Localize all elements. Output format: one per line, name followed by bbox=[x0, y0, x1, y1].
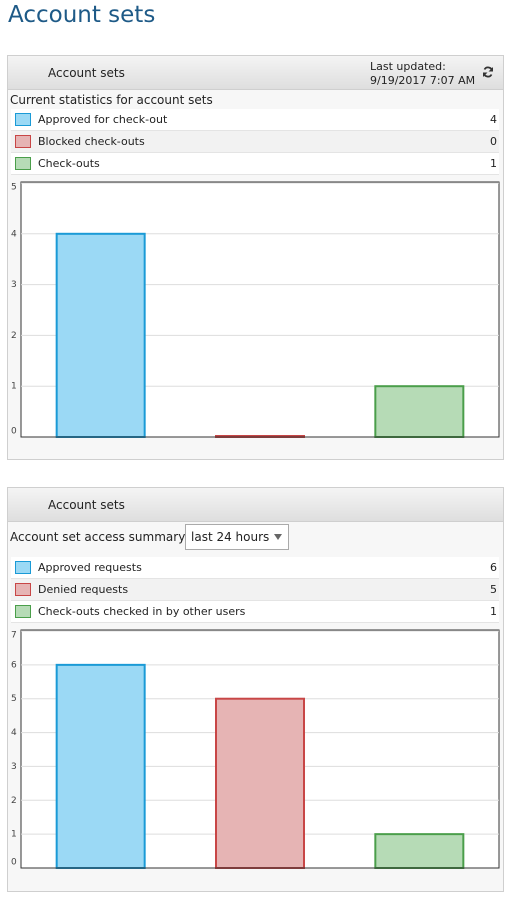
legend-swatch bbox=[15, 135, 31, 148]
legend-value: 4 bbox=[490, 113, 497, 126]
legend-label: Blocked check-outs bbox=[38, 135, 145, 148]
legend-item: Approved for check-out 4 bbox=[11, 109, 499, 131]
legend-value: 1 bbox=[490, 157, 497, 170]
filter-value: last 24 hours bbox=[191, 530, 270, 544]
y-tick-label: 4 bbox=[11, 229, 17, 239]
bar bbox=[374, 833, 465, 869]
dropdown-arrow bbox=[274, 534, 282, 540]
bar bbox=[374, 385, 465, 438]
legend-value: 6 bbox=[490, 561, 497, 574]
legend-item: Blocked check-outs 0 bbox=[11, 131, 499, 153]
bar bbox=[55, 663, 146, 869]
y-tick-label: 2 bbox=[11, 331, 17, 341]
y-tick-label: 7 bbox=[11, 631, 17, 641]
last-updated-label: Last updated: bbox=[370, 60, 446, 73]
legend-label: Approved requests bbox=[38, 561, 142, 574]
bar bbox=[55, 232, 146, 438]
page-title: Account sets bbox=[8, 2, 156, 28]
y-tick-label: 3 bbox=[11, 280, 17, 290]
y-tick-label: 4 bbox=[11, 728, 17, 738]
y-tick-label: 0 bbox=[11, 427, 17, 437]
legend: Approved requests 6 Denied requests 5 Check-… bbox=[11, 557, 499, 623]
legend-label: Check-outs bbox=[38, 157, 100, 170]
refresh-icon[interactable] bbox=[482, 66, 494, 78]
filter-select[interactable]: last 24 hours bbox=[185, 524, 289, 550]
legend-value: 1 bbox=[490, 605, 497, 618]
legend-swatch bbox=[15, 113, 31, 126]
bar bbox=[215, 697, 305, 870]
y-tick-label: 3 bbox=[11, 762, 17, 772]
legend-label: Denied requests bbox=[38, 583, 129, 596]
panel: Account sets Account set access summary:… bbox=[7, 487, 504, 892]
panel-header: Account sets bbox=[8, 488, 503, 522]
legend-item: Check-outs checked in by other users 1 bbox=[11, 601, 499, 623]
panel: Account sets Last updated: 9/19/2017 7:0… bbox=[7, 55, 504, 460]
subtitle: Current statistics for account sets bbox=[10, 93, 213, 107]
y-tick-label: 1 bbox=[11, 382, 17, 392]
legend-label: Check-outs checked in by other users bbox=[38, 605, 246, 618]
panel-title: Account sets bbox=[48, 498, 125, 512]
legend-value: 5 bbox=[490, 583, 497, 596]
legend: Approved for check-out 4 Blocked check-out… bbox=[11, 109, 499, 175]
last-updated: 9/19/2017 7:07 AM bbox=[370, 74, 476, 87]
legend-item: Check-outs 1 bbox=[11, 153, 499, 175]
y-tick-label: 5 bbox=[11, 183, 17, 193]
y-tick-label: 5 bbox=[11, 694, 17, 704]
chart: 0 1 2 3 4 5 6 7 bbox=[11, 629, 500, 870]
y-tick-label: 1 bbox=[11, 830, 17, 840]
legend-swatch bbox=[15, 605, 31, 618]
y-tick-label: 0 bbox=[11, 858, 17, 868]
y-tick-label: 2 bbox=[11, 796, 17, 806]
filter-label: Account set access summary: bbox=[10, 530, 189, 544]
legend-item: Denied requests 5 bbox=[11, 579, 499, 601]
legend-value: 0 bbox=[490, 135, 497, 148]
legend-item: Approved requests 6 bbox=[11, 557, 499, 579]
legend-label: Approved for check-out bbox=[38, 113, 168, 126]
legend-swatch bbox=[15, 157, 31, 170]
panel-title: Account sets bbox=[48, 66, 125, 80]
legend-swatch bbox=[15, 583, 31, 596]
panel-header: Account sets Last updated: 9/19/2017 7:0… bbox=[8, 56, 503, 90]
y-tick-label: 6 bbox=[11, 660, 17, 670]
legend-swatch bbox=[15, 561, 31, 574]
chart: 0 1 2 3 4 5 bbox=[11, 181, 500, 438]
